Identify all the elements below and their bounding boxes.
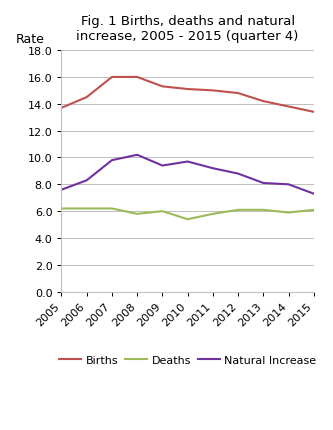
Births — [110, 75, 114, 80]
Natural Increase — [135, 153, 139, 158]
Deaths — [312, 208, 316, 213]
Title: Fig. 1 Births, deaths and natural
increase, 2005 - 2015 (quarter 4): Fig. 1 Births, deaths and natural increa… — [77, 15, 299, 43]
Line: Deaths: Deaths — [62, 209, 314, 220]
Natural Increase — [185, 160, 189, 165]
Deaths — [60, 206, 64, 212]
Natural Increase — [161, 163, 165, 169]
Deaths — [135, 212, 139, 217]
Deaths — [236, 208, 240, 213]
Natural Increase — [236, 172, 240, 177]
Natural Increase — [211, 166, 215, 172]
Line: Natural Increase: Natural Increase — [62, 155, 314, 194]
Natural Increase — [110, 158, 114, 163]
Births — [85, 95, 89, 101]
Deaths — [185, 217, 189, 222]
Births — [60, 106, 64, 111]
Deaths — [287, 210, 291, 215]
Births — [261, 99, 265, 104]
Deaths — [261, 208, 265, 213]
Births — [236, 91, 240, 96]
Births — [161, 85, 165, 90]
Natural Increase — [85, 178, 89, 184]
Deaths — [161, 209, 165, 214]
Text: Rate: Rate — [16, 33, 45, 46]
Natural Increase — [60, 187, 64, 193]
Births — [287, 104, 291, 110]
Births — [185, 87, 189, 92]
Deaths — [110, 206, 114, 212]
Natural Increase — [312, 192, 316, 197]
Births — [312, 110, 316, 115]
Natural Increase — [287, 182, 291, 187]
Natural Increase — [261, 181, 265, 186]
Births — [135, 75, 139, 80]
Legend: Births, Deaths, Natural Increase: Births, Deaths, Natural Increase — [54, 350, 321, 369]
Deaths — [85, 206, 89, 212]
Line: Births: Births — [62, 78, 314, 113]
Deaths — [211, 212, 215, 217]
Births — [211, 89, 215, 94]
